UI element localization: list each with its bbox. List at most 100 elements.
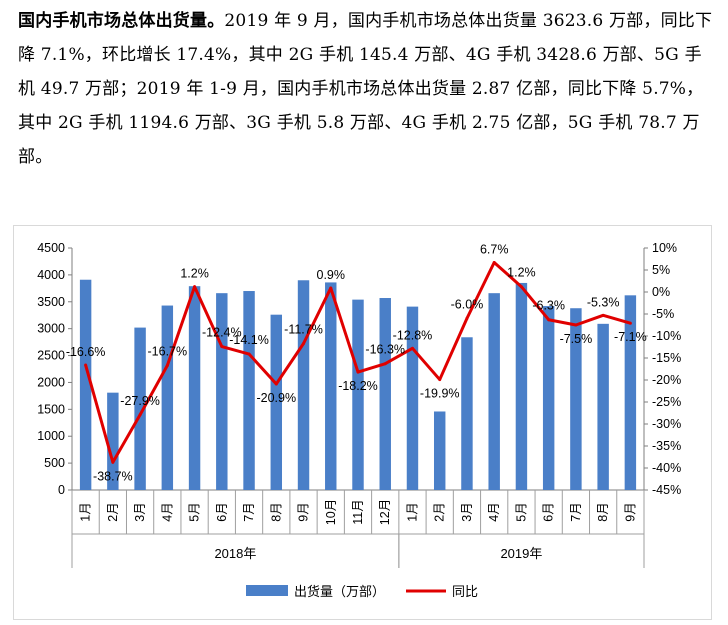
article-paragraph: 国内手机市场总体出货量。2019 年 9 月，国内手机市场总体出货量 3623.…: [18, 4, 718, 174]
x-tick-label: 7月: [242, 502, 256, 521]
y-left-tick-label: 4500: [37, 241, 65, 255]
y-left-tick-label: 1500: [37, 402, 65, 416]
yoy-data-label: -11.7%: [284, 322, 323, 336]
shipment-bar: [188, 286, 201, 490]
yoy-data-label: 0.9%: [317, 268, 346, 282]
x-tick-label: 2月: [106, 502, 120, 521]
y-right-tick-label: 5%: [652, 263, 670, 277]
y-left-tick-label: 1000: [37, 429, 65, 443]
yoy-data-label: -14.1%: [229, 333, 269, 347]
y-right-tick-label: -45%: [652, 483, 681, 497]
yoy-point: [601, 313, 605, 317]
y-right-tick-label: -10%: [652, 329, 681, 343]
yoy-data-label: -6.3%: [532, 299, 565, 313]
legend-line-label: 同比: [452, 584, 478, 599]
x-tick-label: 3月: [133, 502, 147, 521]
shipment-bar: [542, 306, 555, 490]
y-right-tick-label: -15%: [652, 351, 681, 365]
y-right-tick-label: -35%: [652, 439, 681, 453]
yoy-point: [410, 346, 414, 350]
shipment-bar: [107, 392, 119, 490]
shipment-bar: [270, 314, 283, 490]
shipment-bar: [624, 295, 637, 490]
y-left-tick-label: 0: [58, 483, 65, 497]
yoy-point: [519, 285, 523, 289]
year-group-label: 2019年: [500, 546, 542, 561]
x-tick-label: 10月: [324, 499, 338, 525]
yoy-data-label: -16.3%: [365, 343, 405, 357]
x-tick-label: 6月: [215, 502, 229, 521]
yoy-point: [220, 345, 224, 349]
yoy-point: [193, 285, 197, 289]
yoy-point: [274, 382, 278, 386]
yoy-data-label: -7.1%: [614, 330, 647, 344]
x-tick-label: 8月: [596, 502, 610, 521]
yoy-point: [138, 413, 142, 417]
yoy-data-label: 6.7%: [480, 243, 509, 257]
y-right-tick-label: 0%: [652, 285, 670, 299]
shipment-bar: [515, 282, 528, 490]
yoy-point: [547, 318, 551, 322]
x-tick-label: 4月: [160, 502, 174, 521]
yoy-data-label: -38.7%: [93, 469, 133, 483]
shipment-bar: [297, 280, 310, 490]
article-body: 2019 年 9 月，国内手机市场总体出货量 3623.6 万部，同比下降 7.…: [18, 11, 713, 167]
article-lead: 国内手机市场总体出货量。: [18, 11, 225, 31]
y-left-tick-label: 3500: [37, 295, 65, 309]
x-tick-label: 4月: [487, 502, 501, 521]
y-right-tick-label: -25%: [652, 395, 681, 409]
x-tick-label: 1月: [405, 502, 419, 521]
shipment-bar: [597, 323, 609, 490]
yoy-data-label: -12.4%: [202, 326, 242, 340]
x-tick-label: 8月: [269, 502, 283, 521]
yoy-point: [465, 316, 469, 320]
shipment-bar: [216, 293, 228, 490]
y-right-tick-label: -30%: [652, 417, 681, 431]
shipment-bar: [379, 298, 391, 490]
yoy-point: [383, 362, 387, 366]
x-tick-label: 1月: [79, 502, 93, 521]
shipment-bar: [79, 279, 92, 490]
yoy-data-label: -18.2%: [338, 379, 378, 393]
yoy-data-label: -16.7%: [148, 344, 188, 358]
y-left-tick-label: 2000: [37, 375, 65, 389]
legend-bar-swatch: [246, 585, 288, 596]
y-left-tick-label: 2500: [37, 349, 65, 363]
x-tick-label: 5月: [514, 502, 528, 521]
shipment-bar: [325, 282, 337, 490]
yoy-point: [356, 370, 360, 374]
yoy-data-label: -12.8%: [393, 328, 433, 342]
y-right-tick-label: -40%: [652, 461, 681, 475]
year-group-label: 2018年: [214, 546, 256, 561]
x-tick-label: 7月: [569, 502, 583, 521]
y-left-tick-label: 3000: [37, 322, 65, 336]
yoy-point: [302, 341, 306, 345]
x-tick-label: 11月: [351, 499, 365, 524]
x-tick-label: 6月: [542, 502, 556, 521]
yoy-data-label: -20.9%: [256, 391, 296, 405]
yoy-point: [111, 460, 115, 464]
chart-container: 0 500 1000 1500 2000 2500 3000 3500 4000 4500 -45%…: [13, 225, 712, 620]
x-tick-label: 9月: [297, 502, 311, 521]
yoy-data-label: -16.6%: [66, 345, 106, 359]
x-tick-label: 9月: [623, 502, 637, 521]
y-right-tick-label: 10%: [652, 241, 677, 255]
yoy-point: [165, 363, 169, 367]
shipment-bar: [134, 327, 146, 490]
yoy-point: [574, 323, 578, 327]
y-left-tick-label: 500: [44, 456, 65, 470]
combo-chart: 0 500 1000 1500 2000 2500 3000 3500 4000 4500 -45%…: [37, 241, 681, 599]
legend-bar-label: 出货量（万部）: [294, 584, 385, 599]
shipment-bar: [488, 293, 500, 490]
shipment-bar: [352, 299, 364, 490]
y-right-tick-label: -20%: [652, 373, 681, 387]
y-left-tick-label: 4000: [37, 268, 65, 282]
yoy-data-label: -19.9%: [420, 387, 460, 401]
x-tick-label: 12月: [378, 499, 392, 525]
x-tick-label: 2月: [433, 502, 447, 521]
yoy-point: [628, 321, 632, 325]
x-tick-label: 5月: [188, 502, 202, 521]
shipment-bar: [570, 308, 582, 490]
yoy-data-label: -27.9%: [120, 394, 160, 408]
shipment-bar: [243, 291, 255, 490]
